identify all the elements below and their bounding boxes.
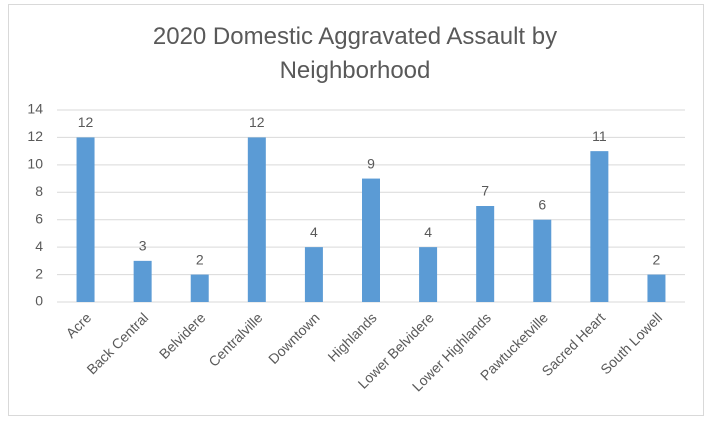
data-label: 9 bbox=[367, 155, 375, 171]
bar bbox=[419, 247, 438, 302]
y-tick-label: 10 bbox=[27, 156, 43, 172]
y-tick-label: 2 bbox=[35, 265, 43, 281]
bar bbox=[133, 260, 152, 302]
y-tick-label: 8 bbox=[35, 183, 43, 199]
y-tick-label: 0 bbox=[35, 293, 43, 309]
bar bbox=[190, 274, 209, 302]
bar bbox=[362, 178, 380, 302]
x-tick-label: Acre bbox=[63, 309, 95, 341]
chart-title: 2020 Domestic Aggravated Assault by Neig… bbox=[152, 23, 558, 84]
x-tick-label: South Lowell bbox=[597, 309, 665, 377]
x-tick-label: Downtown bbox=[265, 309, 323, 367]
y-tick-label: 6 bbox=[35, 210, 43, 226]
data-label: 11 bbox=[592, 128, 607, 144]
data-label: 12 bbox=[249, 114, 265, 130]
bar bbox=[247, 137, 266, 302]
bar bbox=[533, 219, 552, 302]
chart-frame bbox=[8, 4, 704, 416]
data-label: 7 bbox=[481, 183, 489, 199]
y-tick-label: 12 bbox=[27, 128, 43, 144]
data-label: 4 bbox=[310, 224, 318, 240]
data-label: 3 bbox=[139, 238, 147, 254]
data-label: 4 bbox=[424, 224, 432, 240]
y-tick-label: 4 bbox=[35, 238, 43, 254]
bar bbox=[476, 206, 495, 302]
x-tick-label: Belvidere bbox=[156, 309, 209, 362]
bar bbox=[76, 137, 95, 302]
y-tick-label: 14 bbox=[27, 101, 43, 117]
x-tick-label: Centralville bbox=[205, 309, 265, 369]
data-label: 2 bbox=[196, 251, 204, 267]
x-tick-label: Highlands bbox=[324, 309, 379, 364]
bar bbox=[590, 151, 609, 302]
x-tick-label: Back Central bbox=[83, 309, 151, 377]
bar bbox=[304, 247, 323, 302]
data-label: 2 bbox=[653, 251, 661, 267]
bar bbox=[647, 274, 666, 302]
data-label: 12 bbox=[78, 114, 94, 130]
data-label: 6 bbox=[538, 196, 546, 212]
